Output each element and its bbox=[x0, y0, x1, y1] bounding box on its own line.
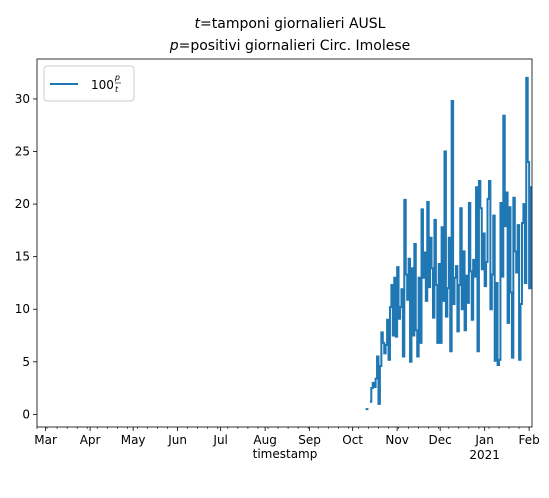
x-tick-label: Jan bbox=[474, 433, 494, 447]
y-tick-label: 25 bbox=[15, 145, 30, 159]
x-tick-label: Dec bbox=[429, 433, 452, 447]
x-tick-label: Aug bbox=[253, 433, 276, 447]
chart-title-line-1: t=tamponi giornalieri AUSL bbox=[195, 16, 386, 32]
x-tick-sublabel: 2021 bbox=[469, 448, 500, 462]
plot-area bbox=[365, 76, 532, 411]
x-tick-label: Nov bbox=[385, 433, 408, 447]
x-axis-label: timestamp bbox=[253, 447, 318, 461]
x-tick-label: Jun bbox=[167, 433, 187, 447]
x-tick-label: Oct bbox=[342, 433, 363, 447]
plot-frame bbox=[36, 58, 533, 428]
x-tick-label: Feb bbox=[519, 433, 540, 447]
y-tick-label: 10 bbox=[15, 302, 30, 316]
x-tick-label: Apr bbox=[80, 433, 101, 447]
x-tick-label: Jul bbox=[212, 433, 227, 447]
y-axis: 0 5 10 15 20 25 30 bbox=[15, 92, 37, 421]
y-tick-label: 0 bbox=[22, 407, 30, 421]
x-tick-label: Sep bbox=[298, 433, 321, 447]
legend: 100p t bbox=[43, 65, 135, 102]
chart-title-line-2: p=positivi giornalieri Circ. Imolese bbox=[169, 38, 411, 54]
legend-label: 100p t bbox=[91, 73, 120, 94]
y-tick-label: 20 bbox=[15, 197, 30, 211]
legend-box bbox=[43, 65, 135, 102]
y-tick-label: 5 bbox=[22, 355, 30, 369]
series-line bbox=[365, 76, 532, 411]
y-tick-label: 30 bbox=[15, 92, 30, 106]
x-tick-label: Mar bbox=[34, 433, 57, 447]
y-tick-label: 15 bbox=[15, 250, 30, 264]
x-tick-label: May bbox=[121, 433, 146, 447]
